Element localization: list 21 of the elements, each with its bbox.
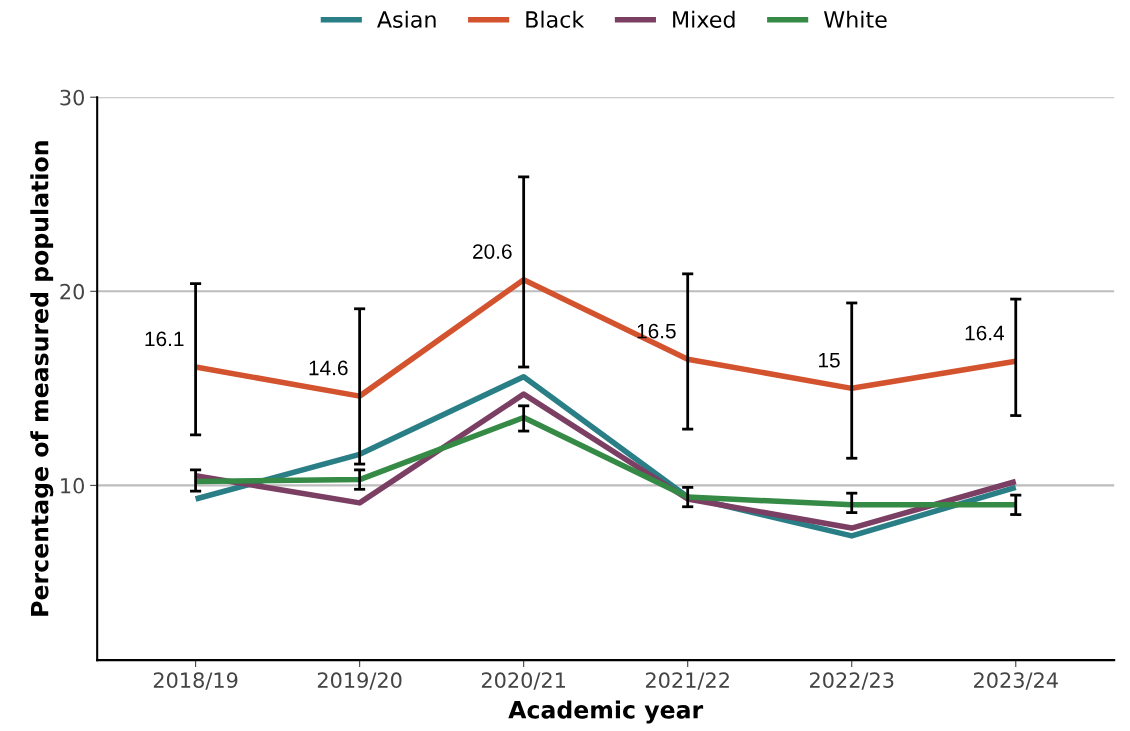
- x-tick-label: 2018/19: [153, 672, 238, 690]
- x-tick-label: 2020/21: [481, 672, 566, 690]
- x-tick-label: 2022/23: [809, 672, 894, 690]
- legend-label: Asian: [377, 10, 436, 28]
- y-tick-label: 20: [60, 283, 84, 300]
- y-axis-title: Percentage of measured population: [30, 141, 54, 616]
- legend-label: Mixed: [673, 10, 735, 28]
- x-tick-label: 2021/22: [645, 672, 729, 690]
- y-tick-label: 10: [61, 477, 84, 494]
- data-label: 16.1: [145, 331, 184, 347]
- data-label: 15: [819, 353, 840, 368]
- data-label: 16.5: [637, 323, 676, 339]
- x-tick-label: 2023/24: [974, 672, 1058, 690]
- data-label: 20.6: [473, 244, 512, 259]
- data-label: 16.4: [965, 325, 1005, 341]
- x-tick-label: 2019/20: [317, 672, 402, 690]
- legend-label: White: [823, 10, 887, 28]
- y-tick-label: 30: [60, 89, 84, 106]
- legend-label: Black: [526, 10, 585, 28]
- x-axis-title: Academic year: [508, 700, 704, 724]
- data-label: 14.6: [309, 360, 348, 376]
